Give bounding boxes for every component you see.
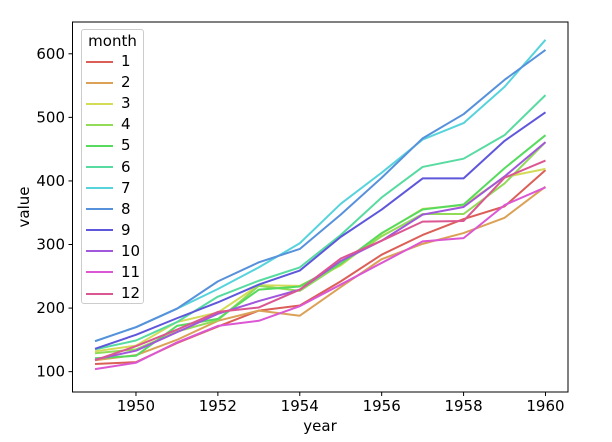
legend-item-label: 4 (121, 115, 131, 134)
legend: month 1 2 3 4 5 6 7 8 9 10 11 12 (81, 29, 144, 304)
series-line-month-2 (94, 185, 547, 362)
legend-item-label: 8 (121, 199, 131, 218)
legend-line-swatch (86, 102, 113, 105)
legend-item-label: 6 (121, 157, 131, 176)
legend-item-month-2: 2 (82, 72, 143, 93)
legend-item-label: 3 (121, 94, 131, 113)
legend-line-swatch (86, 292, 113, 295)
legend-item-month-3: 3 (82, 93, 143, 114)
y-tick-label: 500 (36, 108, 65, 126)
y-tick-label: 600 (36, 45, 65, 63)
y-tick-label: 400 (36, 172, 65, 190)
legend-line-swatch (86, 271, 113, 274)
legend-line-swatch (86, 208, 113, 211)
x-tick-label: 1950 (117, 397, 155, 415)
legend-item-month-11: 11 (82, 262, 143, 283)
y-axis-label: value (15, 186, 33, 228)
legend-item-label: 5 (121, 136, 131, 155)
legend-item-label: 7 (121, 178, 131, 197)
legend-item-month-4: 4 (82, 114, 143, 135)
series-line-month-10 (94, 141, 547, 361)
legend-item-month-1: 1 (82, 51, 143, 72)
series-line-month-6 (94, 94, 547, 351)
y-tick-label: 300 (36, 236, 65, 254)
axes-box (72, 21, 569, 393)
legend-title: month (88, 32, 137, 50)
series-line-month-8 (94, 49, 547, 343)
series-line-month-12 (94, 159, 546, 362)
legend-line-swatch (86, 123, 113, 126)
legend-item-label: 11 (121, 262, 141, 281)
series-line-month-9 (94, 111, 547, 350)
legend-line-swatch (86, 144, 113, 147)
series-line-month-11 (94, 186, 546, 371)
legend-item-label: 9 (121, 220, 131, 239)
legend-item-month-10: 10 (82, 241, 143, 262)
x-tick-label: 1956 (363, 397, 401, 415)
legend-line-swatch (86, 81, 113, 84)
legend-item-label: 2 (121, 73, 131, 92)
legend-line-swatch (86, 187, 113, 190)
y-tick-label: 100 (36, 363, 65, 381)
legend-item-label: 12 (121, 284, 141, 303)
legend-item-label: 10 (121, 241, 141, 260)
legend-item-month-5: 5 (82, 135, 143, 156)
x-tick-label: 1958 (444, 397, 482, 415)
legend-item-month-12: 12 (82, 283, 143, 304)
legend-item-month-6: 6 (82, 156, 143, 177)
x-tick-label: 1960 (526, 397, 564, 415)
plot-background (72, 22, 568, 392)
y-tick-label: 200 (36, 299, 65, 317)
x-axis-label: year (303, 417, 337, 435)
legend-item-month-7: 7 (82, 178, 143, 199)
legend-item-month-8: 8 (82, 199, 143, 220)
x-tick-label: 1952 (199, 397, 237, 415)
legend-line-swatch (86, 60, 113, 63)
legend-line-swatch (86, 250, 113, 253)
legend-item-month-9: 9 (82, 220, 143, 241)
x-tick-label: 1954 (281, 397, 319, 415)
legend-line-swatch (86, 229, 113, 232)
legend-item-label: 1 (121, 52, 131, 71)
legend-line-swatch (86, 166, 113, 169)
legend-items: 1 2 3 4 5 6 7 8 9 10 11 12 (82, 51, 143, 304)
